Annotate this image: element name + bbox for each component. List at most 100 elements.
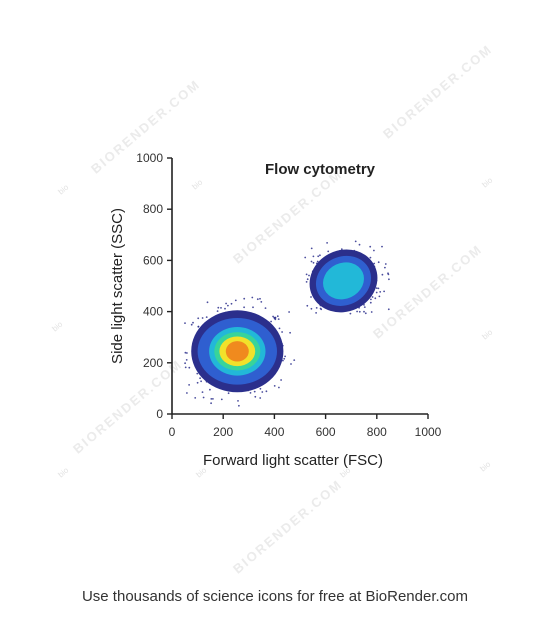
event-dot	[273, 385, 276, 387]
event-dot	[199, 377, 202, 380]
event-dot	[188, 384, 191, 386]
event-dot	[210, 398, 213, 400]
event-dot	[261, 391, 264, 393]
event-dot	[280, 379, 282, 381]
event-dot	[384, 263, 387, 265]
event-dot	[363, 310, 365, 313]
event-dot	[210, 402, 213, 405]
chart-title: Flow cytometry	[265, 161, 376, 178]
event-dot	[253, 390, 256, 393]
event-dot	[188, 366, 191, 369]
event-dot	[327, 250, 330, 253]
event-dot	[243, 297, 246, 300]
event-dot	[205, 316, 208, 318]
event-dot	[293, 359, 296, 361]
event-dot	[388, 278, 390, 281]
event-dot	[184, 322, 186, 324]
event-dot	[305, 273, 308, 276]
event-dot	[202, 396, 205, 399]
x-tick-label: 800	[367, 425, 387, 439]
y-tick-label: 200	[143, 356, 163, 370]
event-dot	[288, 311, 290, 313]
event-dot	[310, 307, 313, 310]
event-dot	[375, 291, 378, 294]
event-dot	[364, 312, 367, 315]
event-dot	[259, 297, 261, 300]
event-dot	[369, 301, 372, 304]
event-dot	[308, 274, 310, 277]
event-dot	[243, 306, 246, 309]
event-dot	[305, 281, 308, 283]
event-dot	[277, 318, 280, 320]
x-axis-label: Forward light scatter (FSC)	[203, 452, 383, 469]
event-dot	[220, 307, 222, 309]
event-dot	[224, 307, 226, 310]
event-dot	[290, 363, 292, 365]
event-dot	[259, 387, 262, 390]
event-dot	[186, 352, 188, 354]
event-dot	[265, 390, 268, 393]
footer-credit: Use thousands of science icons for free …	[81, 588, 469, 605]
event-dot	[356, 310, 358, 313]
event-dot	[387, 308, 390, 311]
event-dot	[379, 291, 382, 293]
event-dot	[383, 290, 385, 293]
event-dot	[212, 398, 214, 400]
event-dot	[378, 295, 381, 298]
event-dot	[264, 307, 267, 309]
event-dot	[274, 318, 277, 321]
event-dot	[194, 397, 197, 399]
event-dot	[259, 397, 262, 399]
event-dot	[377, 287, 380, 290]
event-dot	[185, 359, 188, 361]
event-dot	[373, 249, 375, 252]
event-dot	[227, 304, 229, 307]
event-dot	[373, 262, 376, 265]
event-dot	[340, 248, 343, 251]
event-dot	[317, 255, 320, 258]
event-dot	[282, 359, 284, 362]
event-dot	[312, 261, 315, 264]
event-dot	[276, 315, 279, 318]
event-dot	[234, 299, 237, 302]
event-dot	[197, 317, 200, 320]
cell-population-2	[304, 240, 390, 315]
event-dot	[254, 395, 257, 398]
event-dot	[278, 386, 280, 389]
x-tick-label: 0	[169, 425, 176, 439]
event-dot	[200, 380, 203, 383]
event-dot	[304, 256, 307, 259]
event-dot	[190, 323, 193, 326]
y-axis-ticks: 0 200 400 600 800 1000	[136, 151, 172, 421]
event-dot	[209, 388, 211, 391]
event-dot	[260, 301, 263, 303]
event-dot	[283, 357, 286, 360]
y-tick-label: 800	[143, 202, 163, 216]
scatter-density-layer	[184, 240, 390, 407]
event-dot	[238, 404, 240, 407]
event-dot	[377, 261, 380, 264]
x-tick-label: 1000	[415, 425, 442, 439]
event-dot	[284, 355, 286, 358]
event-dot	[370, 311, 373, 313]
event-dot	[371, 296, 374, 298]
event-dot	[256, 298, 259, 301]
y-tick-label: 400	[143, 305, 163, 319]
x-tick-label: 200	[213, 425, 233, 439]
y-axis-label: Side light scatter (SSC)	[109, 208, 126, 364]
event-dot	[278, 327, 281, 330]
event-dot	[369, 256, 372, 259]
event-dot	[315, 307, 318, 309]
event-dot	[354, 240, 357, 243]
event-dot	[363, 306, 366, 308]
event-dot	[316, 260, 319, 263]
event-dot	[216, 310, 219, 312]
event-dot	[310, 247, 313, 250]
y-tick-label: 600	[143, 253, 163, 267]
event-dot	[237, 400, 239, 402]
event-dot	[227, 392, 230, 395]
event-dot	[315, 312, 317, 314]
event-dot	[306, 304, 309, 307]
event-dot	[184, 366, 187, 369]
